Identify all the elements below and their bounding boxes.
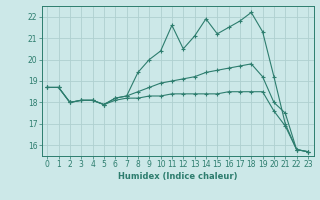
X-axis label: Humidex (Indice chaleur): Humidex (Indice chaleur) [118, 172, 237, 181]
